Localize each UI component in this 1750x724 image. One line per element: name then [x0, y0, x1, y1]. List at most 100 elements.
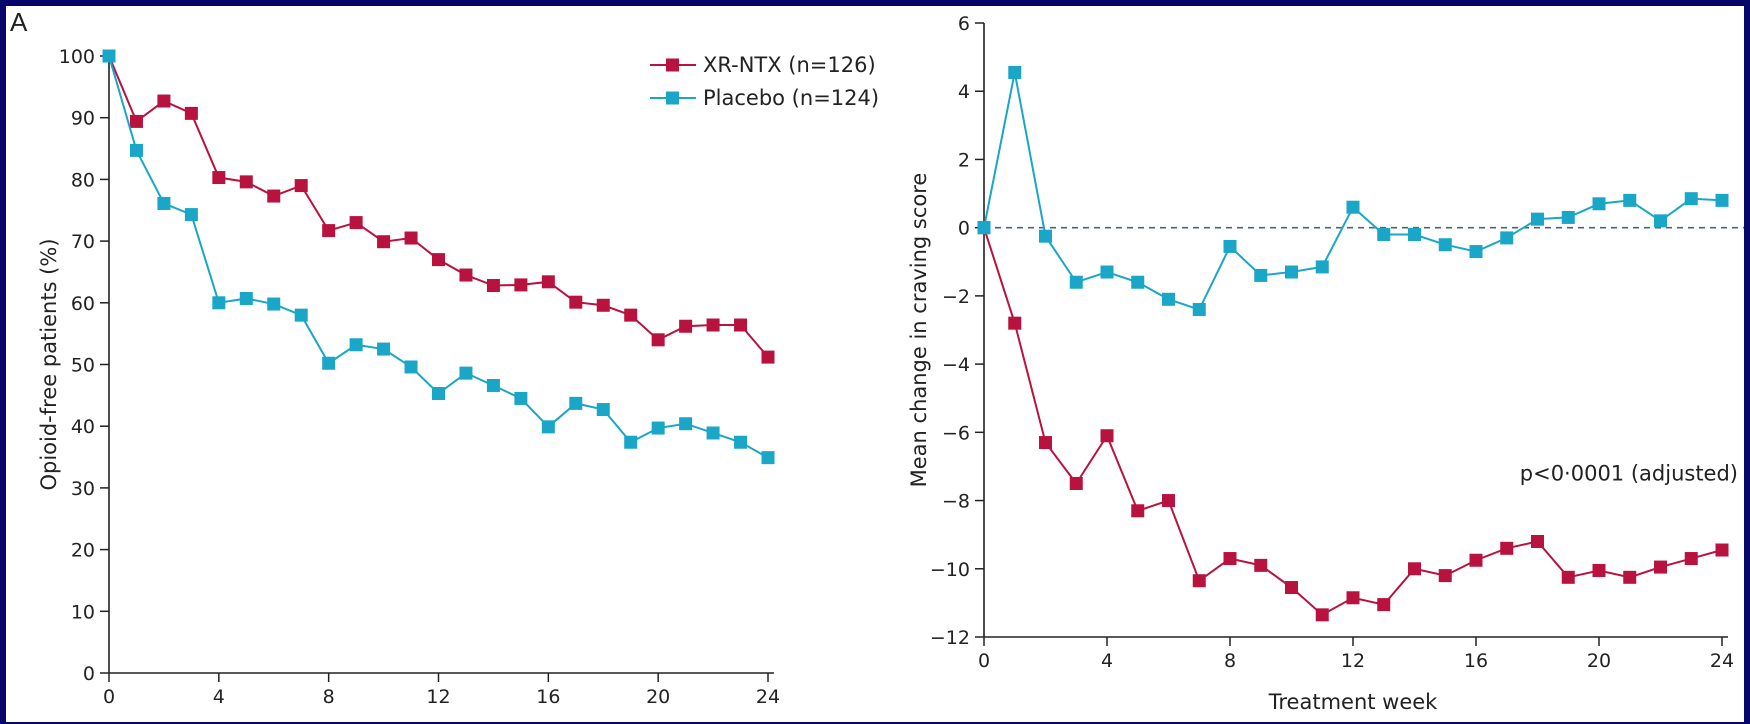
y-tick-label: 10	[71, 601, 95, 623]
data-point-placebo	[1592, 197, 1606, 211]
data-point-placebo	[651, 421, 665, 435]
data-point-xrntx	[1623, 570, 1637, 584]
x-tick-label: 16	[536, 686, 560, 708]
data-point-xrntx	[1684, 552, 1698, 566]
data-point-placebo	[1162, 292, 1175, 306]
data-point-placebo	[459, 366, 473, 380]
data-point-placebo	[1315, 260, 1329, 274]
data-point-xrntx	[1192, 574, 1206, 588]
data-point-xrntx	[734, 318, 748, 332]
y-tick-label: 4	[958, 81, 970, 103]
x-tick-label: 24	[756, 686, 780, 708]
y-tick-label: 30	[71, 478, 95, 500]
y-tick-label: 2	[958, 149, 970, 171]
data-point-xrntx	[1285, 581, 1298, 595]
data-point-xrntx	[1346, 591, 1360, 605]
data-point-placebo	[212, 296, 226, 310]
data-point-xrntx	[541, 275, 555, 289]
data-point-xrntx	[1254, 558, 1268, 572]
data-point-placebo	[1715, 193, 1729, 207]
data-point-placebo	[1531, 212, 1544, 226]
data-point-xrntx	[212, 171, 226, 185]
data-point-xrntx	[1315, 608, 1329, 622]
x-tick-label: 20	[646, 686, 670, 708]
data-point-xrntx	[1561, 570, 1575, 584]
data-point-xrntx	[1408, 562, 1421, 576]
data-point-xrntx	[377, 235, 391, 249]
panel-label: A	[10, 7, 28, 37]
legend-label-placebo: Placebo (n=124)	[703, 86, 879, 110]
data-point-xrntx	[1654, 560, 1667, 574]
data-point-xrntx	[1069, 477, 1083, 490]
data-point-xrntx	[404, 231, 418, 245]
data-point-xrntx	[514, 278, 528, 292]
x-axis-title: Treatment week	[1268, 690, 1439, 714]
x-tick-label: 8	[1224, 650, 1236, 672]
x-tick-label: 4	[213, 686, 225, 708]
data-point-placebo	[1469, 245, 1483, 259]
data-point-xrntx	[1008, 316, 1022, 330]
data-point-xrntx	[569, 295, 583, 309]
data-point-xrntx	[1162, 494, 1175, 508]
figure: A 0 10 20 30 40 50 60 70 80 90 100 0 4 8 12 16 20 24 Opioi…	[6, 6, 1744, 722]
data-point-placebo	[679, 417, 693, 431]
data-point-placebo	[1500, 231, 1514, 245]
data-point-xrntx	[624, 308, 638, 322]
data-point-xrntx	[1592, 563, 1606, 577]
data-point-placebo	[1223, 239, 1237, 253]
data-point-placebo	[404, 360, 418, 374]
y-tick-label: 60	[71, 293, 95, 315]
x-tick-label: 0	[103, 686, 115, 708]
data-point-placebo	[1254, 268, 1268, 282]
data-point-xrntx	[706, 318, 720, 332]
data-point-xrntx	[157, 94, 171, 108]
data-point-placebo	[239, 291, 253, 305]
data-point-xrntx	[432, 253, 445, 267]
data-point-placebo	[761, 451, 775, 465]
data-point-xrntx	[322, 224, 336, 238]
data-point-placebo	[569, 396, 583, 410]
y-tick-label: 0	[83, 663, 95, 685]
data-point-xrntx	[486, 279, 500, 293]
x-tick-label: 4	[1101, 650, 1113, 672]
data-point-placebo	[1285, 265, 1298, 279]
data-point-xrntx	[679, 319, 693, 333]
data-point-placebo	[1008, 65, 1022, 79]
y-tick-label: 80	[71, 169, 95, 191]
data-point-xrntx	[1438, 569, 1452, 583]
data-point-placebo	[514, 391, 528, 405]
data-point-xrntx	[239, 175, 253, 189]
series-line-xrntx	[983, 227, 1723, 617]
y-tick-label: 50	[71, 355, 95, 377]
data-point-placebo	[1069, 275, 1083, 289]
data-point-placebo	[596, 403, 610, 417]
data-point-placebo	[102, 49, 116, 63]
x-tick-label: 12	[426, 686, 450, 708]
y-tick-label: −8	[942, 491, 970, 513]
data-point-placebo	[1192, 303, 1206, 317]
data-point-xrntx	[1223, 552, 1237, 566]
data-point-placebo	[129, 143, 143, 157]
y-tick-label: 6	[958, 13, 970, 35]
data-point-xrntx	[596, 298, 610, 312]
data-point-placebo	[322, 356, 336, 370]
y-tick-label: 0	[958, 218, 970, 240]
data-point-xrntx	[129, 114, 143, 128]
x-tick-label: 24	[1710, 650, 1734, 672]
data-point-placebo	[1131, 275, 1145, 289]
x-tick-label: 20	[1587, 650, 1611, 672]
y-tick-label: 20	[71, 540, 95, 562]
y-tick-label: −4	[942, 354, 970, 376]
data-point-placebo	[1684, 192, 1698, 206]
significance-annotation: p<0·0001 (adjusted)	[1520, 461, 1738, 485]
data-point-xrntx	[1039, 436, 1052, 450]
data-point-placebo	[184, 208, 198, 222]
y-tick-label: 90	[71, 108, 95, 130]
data-point-xrntx	[459, 268, 473, 282]
data-point-placebo	[1438, 238, 1452, 252]
y-tick-label: 100	[59, 46, 95, 68]
data-point-placebo	[977, 221, 991, 235]
data-point-placebo	[624, 435, 638, 449]
